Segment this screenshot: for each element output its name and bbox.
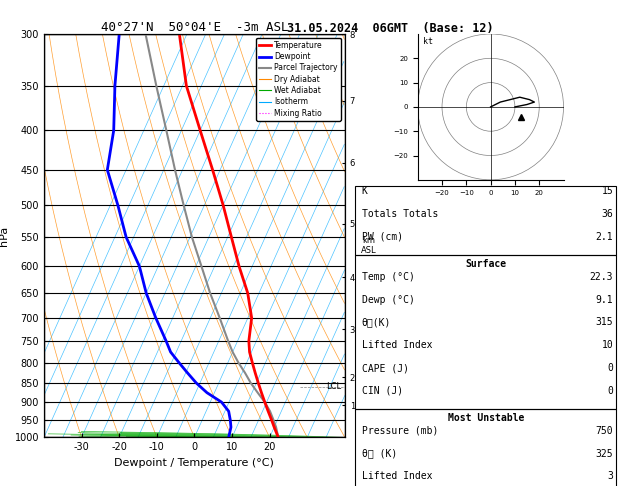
Text: 325: 325	[596, 449, 613, 459]
Text: 2.1: 2.1	[596, 232, 613, 242]
Text: Most Unstable: Most Unstable	[448, 413, 524, 423]
X-axis label: Dewpoint / Temperature (°C): Dewpoint / Temperature (°C)	[114, 458, 274, 468]
Text: CAPE (J): CAPE (J)	[362, 363, 409, 373]
Text: kt: kt	[423, 37, 433, 46]
Legend: Temperature, Dewpoint, Parcel Trajectory, Dry Adiabat, Wet Adiabat, Isotherm, Mi: Temperature, Dewpoint, Parcel Trajectory…	[256, 38, 341, 121]
Text: Pressure (mb): Pressure (mb)	[362, 426, 438, 436]
Text: 22.3: 22.3	[590, 272, 613, 282]
Text: Lifted Index: Lifted Index	[362, 471, 432, 482]
Text: 9.1: 9.1	[596, 295, 613, 305]
Text: Dewp (°C): Dewp (°C)	[362, 295, 415, 305]
Text: K: K	[362, 186, 367, 196]
Text: 36: 36	[601, 209, 613, 219]
Text: CIN (J): CIN (J)	[362, 386, 403, 396]
Text: PW (cm): PW (cm)	[362, 232, 403, 242]
Y-axis label: km
ASL: km ASL	[361, 236, 377, 255]
Text: 315: 315	[596, 317, 613, 328]
Text: 0: 0	[608, 363, 613, 373]
Text: 3: 3	[608, 471, 613, 482]
Text: θᴇ (K): θᴇ (K)	[362, 449, 397, 459]
Text: LCL: LCL	[326, 382, 341, 391]
Text: 750: 750	[596, 426, 613, 436]
Text: Lifted Index: Lifted Index	[362, 340, 432, 350]
Text: Totals Totals: Totals Totals	[362, 209, 438, 219]
Text: 15: 15	[601, 186, 613, 196]
Text: θᴇ(K): θᴇ(K)	[362, 317, 391, 328]
Text: 0: 0	[608, 386, 613, 396]
Text: Surface: Surface	[465, 259, 506, 269]
Text: 10: 10	[601, 340, 613, 350]
Text: Temp (°C): Temp (°C)	[362, 272, 415, 282]
Title: 40°27'N  50°04'E  -3m ASL: 40°27'N 50°04'E -3m ASL	[101, 21, 288, 34]
Y-axis label: hPa: hPa	[0, 226, 9, 246]
Text: 31.05.2024  06GMT  (Base: 12): 31.05.2024 06GMT (Base: 12)	[287, 22, 493, 35]
